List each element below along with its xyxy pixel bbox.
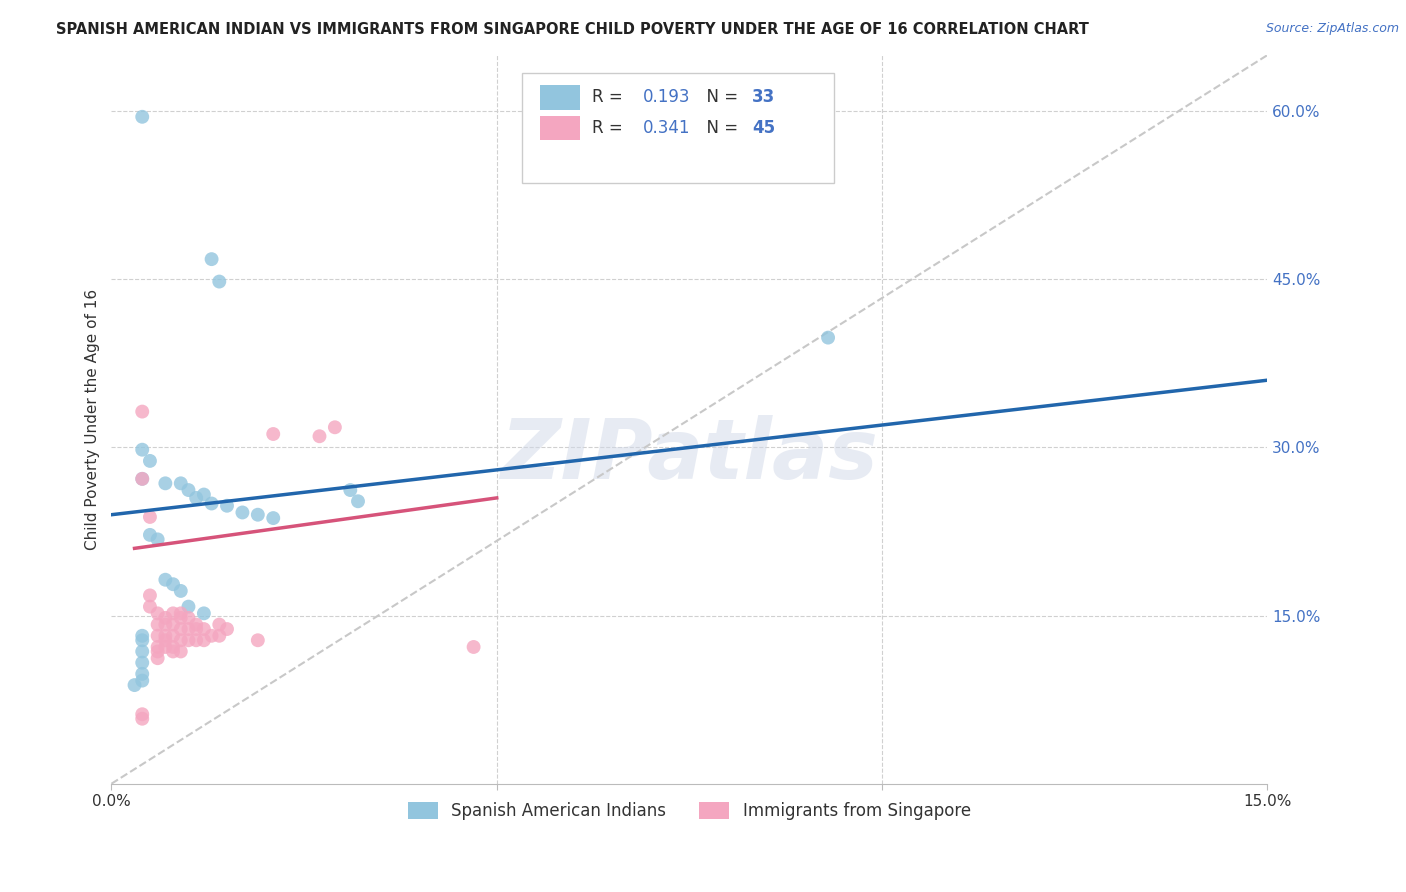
Point: [162, 644, 184, 658]
Point: [170, 644, 193, 658]
Point: [208, 617, 231, 632]
Point: [177, 622, 200, 636]
Point: [177, 599, 200, 614]
Point: [170, 607, 193, 621]
Point: [463, 640, 485, 654]
Point: [139, 589, 162, 603]
Text: R =: R =: [592, 88, 628, 106]
Point: [323, 420, 346, 434]
Legend: Spanish American Indians, Immigrants from Singapore: Spanish American Indians, Immigrants fro…: [401, 795, 977, 826]
Point: [231, 506, 253, 520]
Point: [200, 496, 222, 510]
Point: [131, 472, 153, 486]
Point: [186, 633, 208, 648]
Point: [131, 472, 153, 486]
FancyBboxPatch shape: [540, 116, 579, 140]
Point: [262, 427, 284, 442]
Point: [131, 633, 153, 648]
Point: [162, 629, 184, 643]
Text: 0.193: 0.193: [643, 88, 690, 106]
Point: [146, 607, 169, 621]
Point: [208, 275, 231, 289]
Point: [155, 640, 177, 654]
Point: [170, 476, 193, 491]
Point: [339, 483, 361, 497]
Point: [308, 429, 330, 443]
Point: [155, 611, 177, 625]
Point: [170, 633, 193, 648]
Point: [131, 656, 153, 670]
Point: [146, 533, 169, 547]
Y-axis label: Child Poverty Under the Age of 16: Child Poverty Under the Age of 16: [86, 289, 100, 550]
Point: [246, 508, 269, 522]
Point: [200, 629, 222, 643]
Point: [131, 712, 153, 726]
Point: [215, 622, 238, 636]
Point: [170, 622, 193, 636]
Point: [186, 617, 208, 632]
Point: [193, 487, 215, 501]
Point: [155, 617, 177, 632]
Point: [193, 607, 215, 621]
Point: [124, 678, 146, 692]
Point: [170, 611, 193, 625]
Point: [170, 583, 193, 598]
Text: N =: N =: [696, 88, 744, 106]
Point: [131, 110, 153, 124]
Point: [146, 629, 169, 643]
Text: 0.341: 0.341: [643, 119, 690, 137]
Point: [162, 577, 184, 591]
Text: R =: R =: [592, 119, 628, 137]
Point: [131, 404, 153, 418]
Point: [817, 330, 839, 344]
Point: [186, 622, 208, 636]
Text: SPANISH AMERICAN INDIAN VS IMMIGRANTS FROM SINGAPORE CHILD POVERTY UNDER THE AGE: SPANISH AMERICAN INDIAN VS IMMIGRANTS FR…: [56, 22, 1090, 37]
Point: [162, 640, 184, 654]
Point: [131, 707, 153, 722]
Point: [215, 499, 238, 513]
Point: [139, 528, 162, 542]
Point: [177, 611, 200, 625]
Point: [193, 633, 215, 648]
Point: [146, 651, 169, 665]
Point: [131, 442, 153, 457]
Point: [139, 510, 162, 524]
Point: [146, 644, 169, 658]
Point: [131, 629, 153, 643]
Point: [208, 629, 231, 643]
Point: [139, 454, 162, 468]
Text: 33: 33: [752, 88, 775, 106]
Text: Source: ZipAtlas.com: Source: ZipAtlas.com: [1265, 22, 1399, 36]
Point: [131, 666, 153, 681]
Point: [162, 607, 184, 621]
Point: [177, 633, 200, 648]
Point: [155, 633, 177, 648]
Point: [246, 633, 269, 648]
FancyBboxPatch shape: [522, 73, 834, 183]
Point: [347, 494, 370, 508]
Point: [177, 483, 200, 497]
Text: ZIPatlas: ZIPatlas: [501, 416, 879, 496]
Point: [131, 673, 153, 688]
Point: [262, 511, 284, 525]
Point: [146, 640, 169, 654]
Point: [193, 622, 215, 636]
Point: [155, 476, 177, 491]
Point: [155, 629, 177, 643]
Point: [131, 644, 153, 658]
Point: [155, 573, 177, 587]
Point: [146, 617, 169, 632]
FancyBboxPatch shape: [540, 85, 579, 110]
Text: 45: 45: [752, 119, 775, 137]
Point: [139, 599, 162, 614]
Text: N =: N =: [696, 119, 744, 137]
Point: [162, 617, 184, 632]
Point: [200, 252, 222, 267]
Point: [186, 491, 208, 505]
